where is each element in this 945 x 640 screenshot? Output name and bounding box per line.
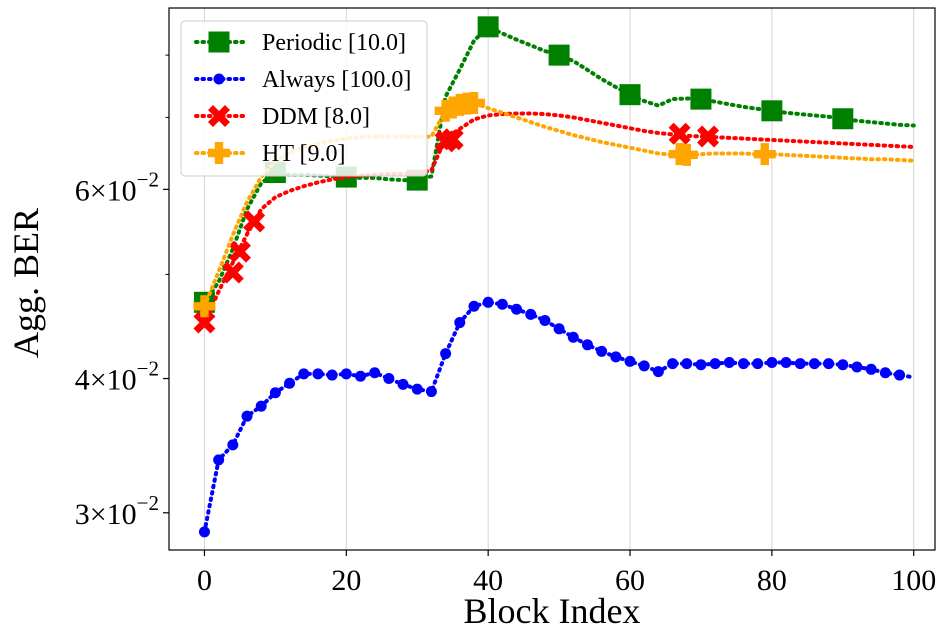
data-point <box>610 351 622 363</box>
data-point <box>539 314 551 326</box>
legend-label: DDM [8.0] <box>262 104 370 130</box>
x-tick-label: 0 <box>197 564 212 597</box>
data-point <box>581 339 593 351</box>
data-point <box>675 143 698 166</box>
data-point <box>441 128 464 151</box>
data-point <box>624 355 636 367</box>
data-point <box>468 300 480 312</box>
legend-marker <box>208 105 230 127</box>
data-point <box>312 368 324 380</box>
data-point <box>690 88 712 110</box>
series-line <box>202 111 916 325</box>
data-point <box>482 296 494 308</box>
data-point <box>761 100 783 122</box>
legend-entry-ht-9-0: HT [9.0] <box>194 141 346 167</box>
data-point <box>553 323 565 335</box>
y-axis-label: Agg. BER <box>6 208 46 358</box>
data-point <box>383 373 395 385</box>
data-point <box>477 16 499 38</box>
data-point <box>567 331 579 343</box>
x-tick-label: 20 <box>331 564 361 597</box>
data-point <box>269 387 281 399</box>
data-point <box>723 356 735 368</box>
legend-marker <box>208 142 230 164</box>
legend-label: HT [9.0] <box>262 141 346 167</box>
legend-entry-ddm-8-0: DDM [8.0] <box>194 104 370 130</box>
data-point <box>511 303 523 315</box>
data-point <box>766 356 778 368</box>
data-point <box>193 311 216 334</box>
data-point <box>753 143 776 166</box>
data-point <box>879 367 891 379</box>
x-axis-label: Block Index <box>464 591 641 631</box>
data-point <box>548 44 570 66</box>
data-point <box>326 369 338 381</box>
x-tick-label: 40 <box>473 564 503 597</box>
data-point <box>355 370 366 382</box>
y-tick-label: 6×10−2 <box>75 167 159 207</box>
series-ddm-8-0 <box>193 111 916 334</box>
data-point <box>596 345 608 357</box>
data-point <box>697 125 720 148</box>
x-tick-label: 60 <box>615 564 645 597</box>
legend-label: Periodic [10.0] <box>262 30 406 56</box>
legend-marker <box>208 31 230 53</box>
data-point <box>228 240 251 263</box>
data-point <box>638 360 650 372</box>
legend-entry-always-100-0: Always [100.0] <box>194 67 411 93</box>
plot-frame <box>168 7 936 551</box>
legend-entry-periodic-10-0: Periodic [10.0] <box>194 30 406 56</box>
x-tick-label: 100 <box>891 564 936 597</box>
data-point <box>794 358 806 370</box>
data-point <box>823 358 835 370</box>
data-point <box>440 348 452 360</box>
data-point <box>243 210 266 233</box>
data-point <box>525 308 537 320</box>
data-point <box>865 363 877 375</box>
data-point <box>255 400 267 412</box>
data-point <box>411 383 423 395</box>
data-point <box>832 108 854 130</box>
data-point <box>709 358 721 370</box>
data-point <box>213 454 225 466</box>
data-point <box>298 368 310 380</box>
ticks: 0 20 40 60 80 100 3×10−2 4×10−2 6×10−2 <box>75 54 936 597</box>
data-point <box>227 439 239 451</box>
data-point <box>619 84 641 106</box>
data-point <box>496 298 508 310</box>
data-point <box>851 361 863 373</box>
data-point <box>397 378 409 390</box>
data-point <box>241 410 253 422</box>
x-tick-label: 80 <box>757 564 787 597</box>
data-point <box>738 358 749 370</box>
y-tick-label: 3×10−2 <box>75 491 159 531</box>
data-point <box>808 358 820 370</box>
data-point <box>667 358 679 370</box>
data-point <box>894 369 906 381</box>
series-always-100-0 <box>198 296 916 538</box>
data-point <box>425 386 437 398</box>
data-point <box>752 358 764 370</box>
data-point <box>198 526 210 538</box>
data-point <box>695 359 707 371</box>
data-point <box>340 368 352 380</box>
data-point <box>462 91 485 114</box>
legend: Periodic [10.0] Always [100.0] DDM [8.0] HT… <box>180 20 428 177</box>
data-point <box>369 367 381 379</box>
legend-label: Always [100.0] <box>262 67 411 93</box>
legend-box <box>180 20 428 177</box>
data-point <box>681 358 693 370</box>
data-point <box>284 377 296 389</box>
data-point <box>837 359 849 371</box>
data-point <box>221 261 244 284</box>
data-point <box>780 356 792 368</box>
y-tick-label: 4×10−2 <box>75 357 159 397</box>
data-point <box>454 317 466 329</box>
data-point <box>193 295 216 318</box>
data-point <box>652 366 664 378</box>
data-point <box>668 122 691 145</box>
legend-marker <box>213 73 225 85</box>
